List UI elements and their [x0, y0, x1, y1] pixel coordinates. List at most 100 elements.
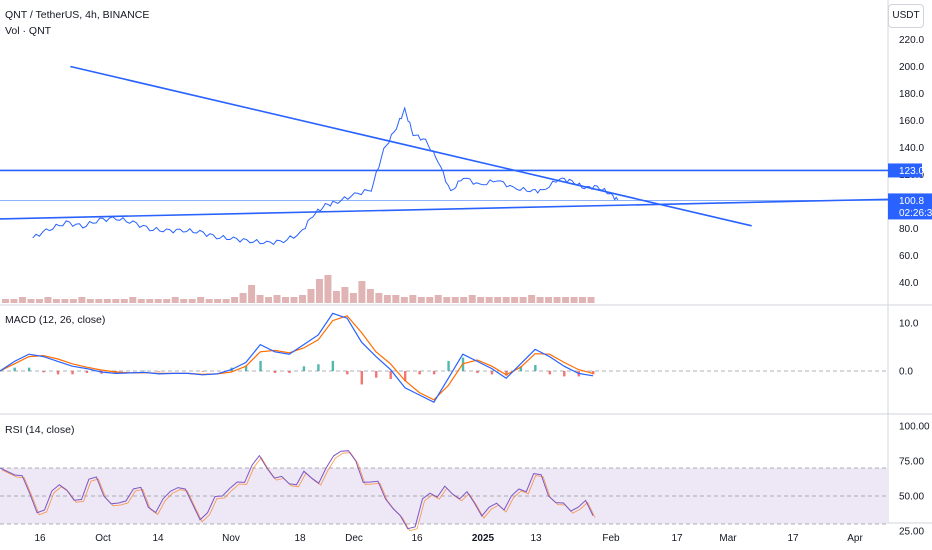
volume-bar — [273, 295, 281, 303]
volume-bar — [324, 275, 332, 303]
price-tick-label: 220.0 — [899, 35, 924, 46]
macd-histogram-bar — [519, 366, 523, 371]
level-badge — [888, 163, 922, 178]
macd-histogram-bar — [288, 371, 291, 374]
macd-histogram-bar — [56, 371, 60, 375]
volume-bar — [256, 295, 264, 303]
volume-bar — [180, 299, 188, 303]
volume-bar — [409, 295, 417, 303]
volume-bar — [205, 299, 213, 303]
volume-bar — [299, 295, 306, 303]
macd-pane — [0, 312, 888, 403]
volume-bar — [163, 299, 171, 303]
volume-bar — [392, 295, 400, 303]
macd-histogram-bar — [331, 360, 335, 371]
macd-histogram-bar — [158, 371, 161, 372]
volume-bar — [307, 289, 315, 303]
time-tick-label: Dec — [345, 533, 363, 544]
volume-bar — [86, 299, 94, 303]
volume-bar — [553, 297, 561, 303]
volume-bar — [358, 281, 366, 303]
volume-bar — [451, 297, 459, 303]
rsi-tick-label: 25.00 — [899, 527, 924, 538]
price-tick-label: 80.0 — [899, 224, 919, 235]
time-tick-label: 17 — [787, 533, 799, 544]
time-tick-label: 16 — [34, 533, 46, 544]
volume-bar — [120, 299, 128, 303]
volume-bar — [129, 297, 137, 303]
price-tick-label: 140.0 — [899, 143, 924, 154]
macd-histogram-bar — [201, 371, 204, 372]
macd-histogram-bar — [592, 371, 595, 375]
trendline-2 — [0, 198, 911, 220]
chart-title: QNT / TetherUS, 4h, BINANCE — [5, 9, 150, 21]
time-tick-label: Oct — [95, 533, 111, 544]
macd-line — [0, 312, 594, 403]
volume-bar — [290, 297, 298, 303]
volume-bar — [528, 295, 536, 303]
macd-histogram-bar — [27, 367, 31, 371]
level-badge-text: 123.0 — [899, 166, 924, 177]
macd-tick-label: 10.0 — [899, 319, 919, 330]
volume-bar — [587, 297, 595, 303]
macd-histogram-bar — [403, 371, 407, 382]
volume-bar — [341, 287, 349, 303]
volume-bar — [366, 289, 374, 303]
volume-bar — [248, 285, 256, 303]
time-tick-label: Feb — [602, 533, 620, 544]
volume-bar — [35, 299, 43, 303]
price-tick-label: 160.0 — [899, 116, 924, 127]
volume-bar — [146, 299, 154, 303]
volume-bar — [2, 299, 9, 303]
volume-bar — [570, 297, 578, 303]
macd-tick-label: 0.0 — [899, 367, 913, 378]
volume-bar — [400, 297, 408, 303]
volume-bar — [78, 297, 86, 303]
volume-bar — [494, 297, 502, 303]
macd-label: MACD (12, 26, close) — [5, 314, 106, 326]
volume-bar — [10, 299, 18, 303]
rsi-pane — [0, 450, 596, 532]
price-tick-label: 200.0 — [899, 62, 924, 73]
currency-button[interactable]: USDT — [888, 4, 924, 28]
macd-histogram-bar — [42, 371, 45, 373]
volume-bar — [332, 291, 340, 303]
volume-bar — [545, 297, 553, 303]
price-axis: 40.060.080.0100.0120.0140.0160.0180.0200… — [899, 35, 930, 538]
volume-bar — [52, 299, 60, 303]
trendline-1 — [70, 65, 752, 227]
time-tick-label: Apr — [847, 533, 863, 544]
time-tick-label: 18 — [294, 533, 306, 544]
volume-bar — [536, 297, 544, 303]
volume-bar — [434, 295, 442, 303]
volume-bar — [44, 297, 52, 303]
macd-histogram-bar — [360, 371, 363, 385]
price-badges: 123.0 100.802:26:36 — [888, 163, 932, 220]
volume-bar — [265, 297, 273, 303]
volume-bar — [426, 297, 434, 303]
macd-histogram-bar — [563, 371, 566, 377]
macd-histogram-bar — [490, 371, 494, 375]
macd-histogram-bar — [13, 367, 16, 371]
volume-label: Vol · QNT — [5, 25, 52, 37]
rsi-tick-label: 50.00 — [899, 492, 924, 503]
rsi-line — [0, 450, 594, 530]
macd-histogram-bar — [476, 371, 479, 374]
price-series — [32, 106, 619, 246]
volume-bar — [188, 299, 196, 303]
volume-bar — [61, 299, 69, 303]
volume-bar — [477, 297, 485, 303]
volume-bar — [112, 299, 120, 303]
macd-histogram-bar — [389, 371, 392, 380]
volume-bar — [375, 293, 383, 303]
price-line — [32, 106, 619, 246]
volume-bar — [383, 295, 391, 303]
price-tick-label: 40.0 — [899, 278, 919, 289]
volume-bar — [69, 299, 77, 303]
volume-bar — [27, 299, 35, 303]
rsi-tick-label: 100.00 — [899, 422, 930, 433]
volume-bar — [214, 299, 222, 303]
time-tick-label: 16 — [411, 533, 423, 544]
volume-bar — [171, 297, 179, 303]
